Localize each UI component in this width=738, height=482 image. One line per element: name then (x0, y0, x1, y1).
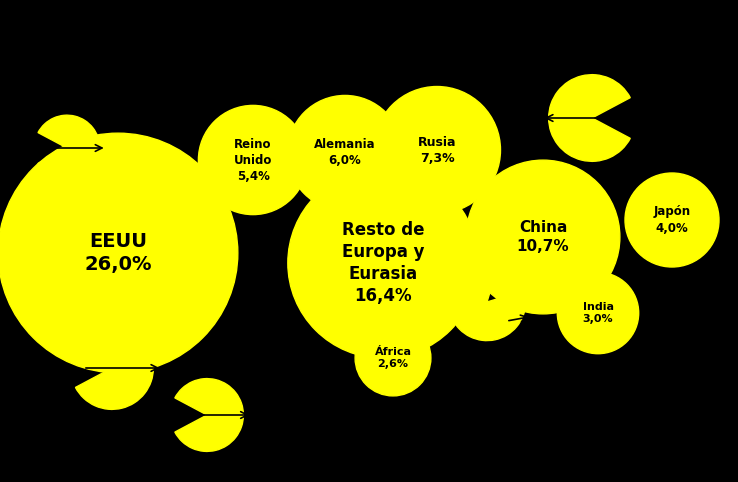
Wedge shape (175, 378, 244, 452)
Wedge shape (38, 115, 100, 181)
Wedge shape (548, 75, 630, 161)
Circle shape (287, 95, 402, 211)
Text: China
10,7%: China 10,7% (517, 220, 569, 254)
Text: Japón
4,0%: Japón 4,0% (653, 205, 691, 235)
Text: Reino
Unido
5,4%: Reino Unido 5,4% (234, 137, 272, 183)
Text: India
3,0%: India 3,0% (582, 302, 613, 324)
Text: Rusia
7,3%: Rusia 7,3% (418, 135, 456, 164)
Circle shape (355, 320, 431, 396)
Wedge shape (75, 327, 154, 409)
Circle shape (373, 86, 500, 214)
Text: Alemania
6,0%: Alemania 6,0% (314, 138, 376, 168)
Circle shape (199, 106, 308, 214)
Circle shape (466, 160, 620, 314)
Text: Resto de
Europa y
Eurasia
16,4%: Resto de Europa y Eurasia 16,4% (342, 221, 424, 305)
Circle shape (288, 168, 478, 358)
Circle shape (557, 272, 638, 354)
Circle shape (0, 133, 238, 373)
Text: EEUU
26,0%: EEUU 26,0% (84, 232, 152, 274)
Text: África
2,6%: África 2,6% (374, 347, 412, 369)
Circle shape (625, 173, 719, 267)
Wedge shape (449, 263, 525, 341)
